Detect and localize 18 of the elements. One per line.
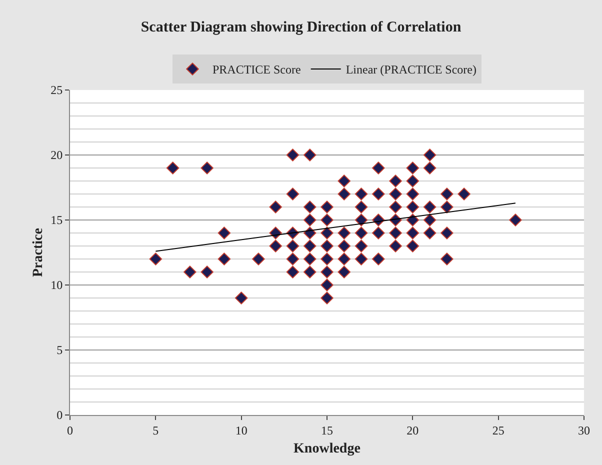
y-tick-label: 10 xyxy=(50,278,63,292)
x-tick-label: 25 xyxy=(492,423,504,438)
x-tick-label: 10 xyxy=(235,423,248,438)
x-tick-label: 5 xyxy=(152,423,159,438)
y-axis-title: Practice xyxy=(31,228,46,277)
y-tick-label: 15 xyxy=(50,213,63,228)
x-tick-label: 30 xyxy=(578,423,590,438)
legend-label: Linear (PRACTICE Score) xyxy=(346,62,476,77)
y-tick-label: 0 xyxy=(56,408,63,422)
x-tick-label: 0 xyxy=(67,423,73,438)
x-axis-title: Knowledge xyxy=(294,442,360,457)
chart-title: Scatter Diagram showing Direction of Correlation xyxy=(140,19,462,36)
y-tick-label: 25 xyxy=(50,83,63,98)
y-tick-label: 20 xyxy=(50,148,63,162)
y-tick-label: 5 xyxy=(56,343,63,358)
x-tick-label: 20 xyxy=(406,423,419,438)
legend-label: PRACTICE Score xyxy=(212,62,301,77)
x-tick-label: 15 xyxy=(321,423,333,438)
